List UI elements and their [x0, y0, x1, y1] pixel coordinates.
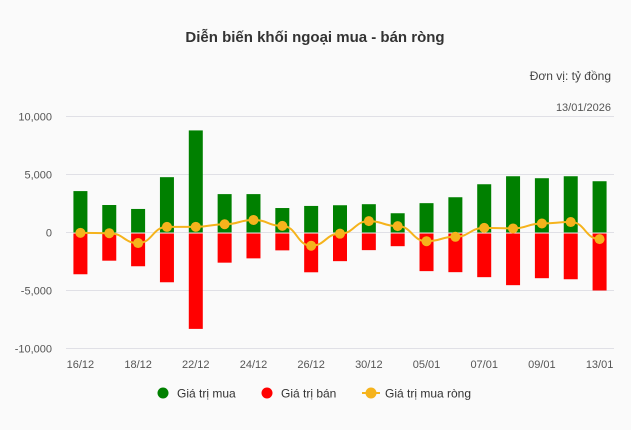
x-tick-label: 09/01	[528, 359, 556, 371]
sell-bar	[563, 233, 578, 280]
y-tick-label: -5,000	[21, 286, 52, 298]
buy-bar	[304, 205, 319, 233]
unit-label: Đơn vị: tỷ đồng	[530, 69, 611, 83]
net-point	[479, 222, 490, 233]
sell-bar	[592, 233, 607, 291]
buy-bar	[102, 205, 117, 233]
net-point	[277, 220, 288, 231]
net-point	[421, 236, 432, 247]
y-tick-label: 10,000	[18, 112, 52, 124]
x-tick-label: 13/01	[586, 359, 614, 371]
buy-bar	[333, 205, 347, 233]
net-point	[363, 216, 374, 227]
sell-bar	[333, 233, 347, 262]
x-tick-label: 22/12	[182, 359, 210, 371]
sell-bar	[246, 233, 261, 259]
sell-bar	[73, 233, 88, 275]
sell-bar	[361, 233, 376, 251]
y-tick-label: 5,000	[24, 170, 52, 182]
buy-bar	[534, 178, 549, 233]
sell-bar	[102, 233, 117, 261]
buy-bar	[246, 194, 261, 233]
buy-bar	[592, 181, 607, 233]
legend-label: Giá trị mua	[177, 387, 236, 401]
buy-bar	[506, 176, 521, 233]
sell-bar	[304, 233, 319, 273]
y-tick-label: 0	[46, 228, 52, 240]
legend-label: Giá trị bán	[281, 387, 336, 401]
net-point	[190, 221, 201, 232]
sell-bar	[217, 233, 232, 263]
buy-bar	[188, 130, 203, 233]
x-tick-label: 18/12	[124, 359, 152, 371]
x-tick-label: 30/12	[355, 359, 383, 371]
sell-bar	[477, 233, 492, 278]
legend-marker	[261, 387, 273, 399]
sell-bar	[448, 233, 463, 273]
sell-bar	[534, 233, 549, 279]
net-point	[508, 223, 519, 234]
y-tick-label: -10,000	[15, 344, 52, 356]
buy-bar	[448, 197, 463, 233]
x-tick-label: 07/01	[470, 359, 498, 371]
sell-bar	[506, 233, 521, 286]
buy-bar	[131, 208, 146, 233]
net-point	[161, 221, 172, 232]
chart-title: Diễn biến khối ngoại mua - bán ròng	[185, 29, 444, 46]
buy-bar	[563, 176, 578, 233]
net-point	[450, 231, 461, 242]
legend-marker	[365, 387, 377, 399]
date-label: 13/01/2026	[556, 102, 611, 114]
sell-bar	[275, 233, 290, 251]
x-tick-label: 26/12	[297, 359, 325, 371]
net-point	[594, 234, 605, 245]
buy-bar	[73, 191, 88, 233]
buy-bar	[159, 177, 174, 233]
net-point	[536, 218, 547, 229]
net-point	[392, 221, 403, 232]
x-tick-label: 24/12	[240, 359, 268, 371]
sell-bar	[390, 233, 405, 247]
x-tick-label: 05/01	[413, 359, 441, 371]
net-point	[306, 240, 317, 251]
net-point	[565, 217, 576, 228]
x-tick-label: 16/12	[67, 359, 95, 371]
net-point	[219, 219, 230, 230]
net-point	[104, 228, 115, 239]
legend-label: Giá trị mua ròng	[385, 387, 471, 401]
net-point	[335, 228, 345, 239]
buy-bar	[477, 184, 492, 233]
sell-bar	[188, 233, 203, 329]
net-point	[133, 238, 144, 249]
net-point	[75, 227, 86, 238]
buy-bar	[419, 203, 434, 233]
legend-marker	[157, 387, 169, 399]
sell-bar	[159, 233, 174, 283]
net-point	[248, 214, 259, 225]
